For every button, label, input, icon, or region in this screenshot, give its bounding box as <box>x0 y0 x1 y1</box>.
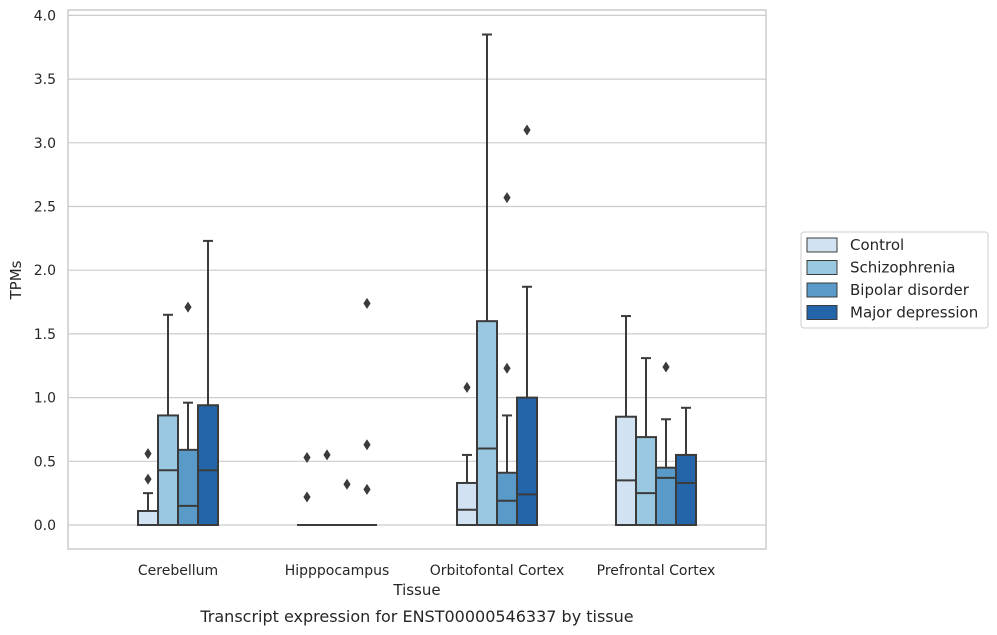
outlier-point <box>503 362 511 374</box>
box-rect <box>655 466 677 527</box>
outlier-point <box>323 449 331 461</box>
y-tick-label: 0.0 <box>34 518 56 534</box>
box-rect <box>137 509 159 526</box>
y-tick-label: 1.5 <box>34 327 56 343</box>
outlier-point <box>363 297 371 309</box>
outlier-point <box>662 361 670 373</box>
legend: Control Schizophrenia Bipolar disorder Majo… <box>800 231 989 329</box>
outlier-point <box>303 491 311 503</box>
legend-swatch <box>806 305 838 320</box>
box-1-0 <box>297 451 317 526</box>
legend-label: Schizophrenia <box>850 259 955 277</box>
outlier-point <box>184 301 192 313</box>
box-rect <box>496 471 518 526</box>
x-tick-label: Prefrontal Cortex <box>597 563 716 579</box>
outlier-point <box>523 124 531 136</box>
box-groups <box>137 33 697 527</box>
box-rect <box>635 436 657 526</box>
y-tick-label: 3.5 <box>34 72 56 88</box>
box-3-3 <box>675 406 697 526</box>
outlier-point <box>303 451 311 463</box>
box-rect <box>177 448 199 527</box>
box-1-1 <box>317 449 337 526</box>
legend-swatch <box>806 282 838 298</box>
outlier-point <box>144 448 152 460</box>
y-tick-label: 2.5 <box>34 200 56 216</box>
box-rect <box>197 404 219 526</box>
outlier-point <box>363 439 371 451</box>
outlier-point <box>463 381 471 393</box>
y-tick-label: 3.0 <box>34 136 56 152</box>
legend-swatch <box>806 237 838 253</box>
y-tick-label: 4.0 <box>34 8 56 24</box>
plot-area-frame <box>67 9 767 550</box>
box-rect <box>476 320 498 526</box>
legend-frame <box>800 231 989 329</box>
legend-label: Major depression <box>850 304 978 322</box>
box-3-0 <box>615 315 637 526</box>
box-2-1 <box>476 33 498 526</box>
box-1-3 <box>357 297 377 526</box>
box-rect <box>675 453 697 526</box>
y-tick-label: 0.5 <box>34 454 56 470</box>
box-rect <box>456 481 478 527</box>
box-0-0 <box>137 448 159 526</box>
box-1-2 <box>337 478 357 526</box>
x-axis-label: Tissue <box>392 581 440 599</box>
y-tick-label: 1.0 <box>34 391 56 407</box>
box-0-1 <box>157 313 179 527</box>
y-axis-label: TPMs <box>7 260 25 300</box>
legend-swatch <box>806 260 838 275</box>
outlier-point <box>503 192 511 204</box>
outlier-point <box>363 483 371 495</box>
x-axis-ticks: Cerebellum Hipppocampus Orbitofontal Corte… <box>138 563 715 579</box>
box-rect <box>615 415 637 526</box>
box-0-3 <box>197 239 219 526</box>
x-tick-label: Orbitofontal Cortex <box>430 563 565 579</box>
x-tick-label: Hipppocampus <box>285 563 390 579</box>
legend-label: Control <box>850 236 904 254</box>
box-rect <box>516 396 538 527</box>
legend-label: Bipolar disorder <box>850 281 970 299</box>
chart-caption: Transcript expression for ENST0000054633… <box>199 607 633 626</box>
y-tick-label: 2.0 <box>34 263 56 279</box>
x-tick-label: Cerebellum <box>138 563 218 579</box>
y-axis-ticks: 0.0 0.5 1.0 1.5 2.0 2.5 3.0 3.5 4.0 <box>34 8 56 534</box>
outlier-point <box>144 473 152 485</box>
box-2-2 <box>496 192 518 526</box>
outlier-point <box>343 478 351 490</box>
box-2-3 <box>516 124 538 527</box>
